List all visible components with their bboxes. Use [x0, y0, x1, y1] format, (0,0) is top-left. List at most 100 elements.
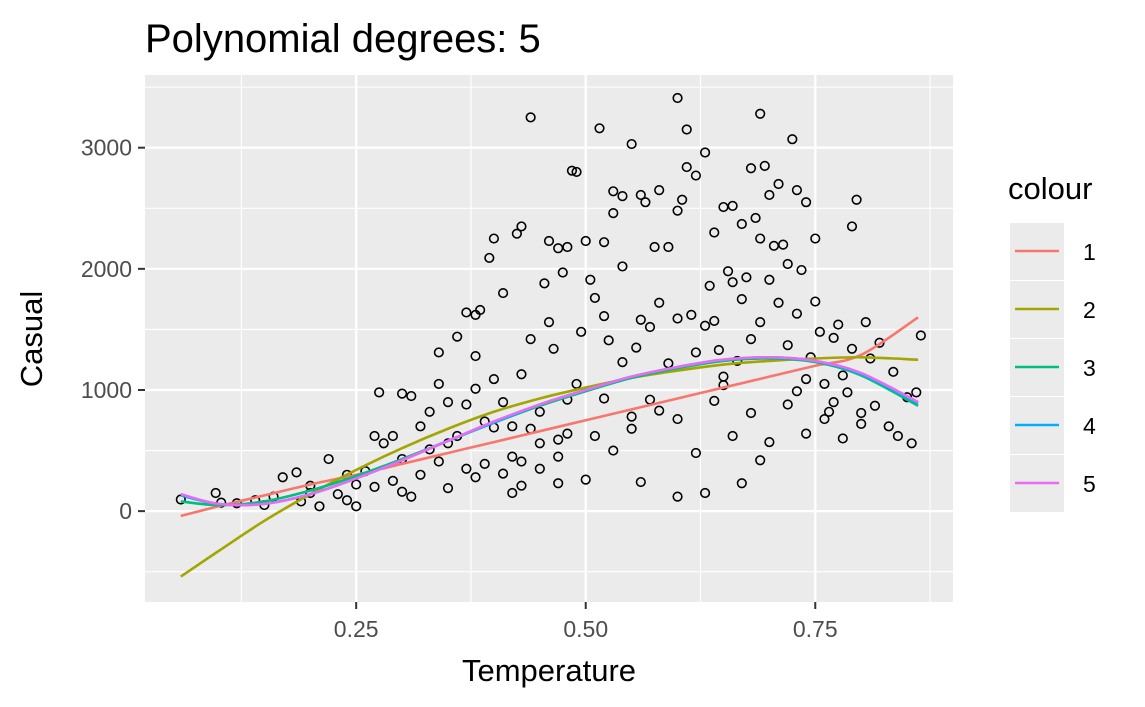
data-point	[800, 373, 812, 385]
data-point	[626, 138, 637, 150]
data-point	[892, 430, 904, 442]
data-point	[672, 205, 683, 216]
data-point	[406, 390, 417, 402]
data-point	[341, 495, 353, 506]
data-point	[631, 342, 642, 353]
data-point	[782, 258, 793, 270]
data-point	[915, 330, 926, 341]
data-point	[869, 400, 881, 411]
data-point	[516, 369, 527, 380]
y-tick-label: 0	[119, 498, 132, 524]
data-point	[369, 430, 380, 442]
data-point	[677, 194, 688, 205]
data-point	[470, 350, 481, 362]
legend-label: 1	[1083, 239, 1096, 265]
data-point	[525, 334, 536, 345]
data-point	[782, 399, 793, 410]
data-point	[534, 463, 545, 474]
data-point	[654, 405, 665, 416]
x-tick-label: 0.50	[563, 616, 608, 642]
data-point	[470, 383, 481, 394]
data-point	[796, 264, 807, 276]
data-point	[507, 451, 518, 462]
y-tick-label: 2000	[81, 256, 132, 282]
data-point	[699, 487, 711, 499]
data-point	[906, 438, 917, 449]
data-point	[332, 489, 343, 500]
data-point	[635, 314, 646, 325]
data-point	[396, 388, 408, 399]
data-point	[851, 194, 862, 205]
data-point	[663, 241, 674, 253]
data-point	[773, 178, 784, 190]
data-point	[617, 191, 628, 202]
data-point	[374, 387, 385, 398]
data-point	[736, 218, 747, 230]
data-point	[750, 212, 761, 224]
data-point	[603, 335, 614, 346]
data-point	[580, 474, 591, 485]
legend-items: 1 2 3 4 5	[1010, 223, 1096, 512]
data-point	[699, 147, 711, 158]
data-point	[911, 387, 922, 398]
data-point	[291, 467, 302, 478]
data-point	[351, 501, 362, 512]
data-point	[814, 326, 825, 337]
data-point	[690, 447, 702, 459]
data-point	[553, 478, 564, 489]
data-point	[764, 274, 775, 285]
data-point	[585, 274, 596, 285]
data-point	[277, 472, 288, 483]
data-point	[507, 421, 518, 432]
data-point	[791, 184, 803, 196]
data-point	[736, 294, 747, 305]
data-point	[415, 469, 426, 480]
data-point	[548, 343, 559, 354]
data-point	[497, 287, 509, 299]
data-point	[589, 292, 601, 304]
data-point	[823, 406, 835, 417]
data-point	[654, 184, 665, 196]
data-point	[484, 252, 495, 264]
data-point	[828, 397, 839, 408]
data-point	[396, 486, 408, 497]
axis-ticks: 0.25 0.50 0.75 0 1000 2000 3000	[81, 135, 838, 642]
data-point	[833, 319, 844, 330]
data-point	[755, 455, 766, 466]
data-point	[773, 297, 784, 308]
data-point	[741, 272, 752, 283]
x-axis-title: Temperature	[462, 653, 636, 688]
data-point	[580, 235, 591, 247]
data-point	[644, 321, 656, 333]
legend-label: 5	[1083, 471, 1096, 497]
data-point	[507, 487, 518, 499]
data-point	[424, 406, 435, 417]
data-point	[837, 433, 848, 444]
data-point	[810, 233, 821, 244]
data-point	[883, 421, 894, 432]
x-tick-label: 0.25	[334, 616, 379, 642]
data-point	[452, 331, 463, 342]
data-point	[617, 357, 628, 368]
data-point	[562, 241, 573, 253]
data-point	[722, 266, 734, 277]
data-point	[800, 428, 812, 439]
chart-title: Polynomial degrees: 5	[145, 17, 541, 61]
y-tick-label: 3000	[81, 135, 132, 161]
data-point	[672, 491, 683, 502]
data-point	[210, 487, 221, 499]
data-point	[314, 501, 325, 512]
data-point	[704, 280, 715, 291]
data-point	[846, 221, 858, 232]
data-point	[543, 235, 555, 247]
data-point	[470, 472, 481, 483]
data-point	[543, 317, 555, 328]
data-point	[791, 386, 803, 397]
data-point	[736, 478, 747, 489]
x-tick-label: 0.75	[793, 616, 838, 642]
data-point	[718, 380, 729, 391]
data-point	[378, 438, 389, 449]
data-point	[672, 413, 683, 425]
data-point	[828, 332, 839, 343]
